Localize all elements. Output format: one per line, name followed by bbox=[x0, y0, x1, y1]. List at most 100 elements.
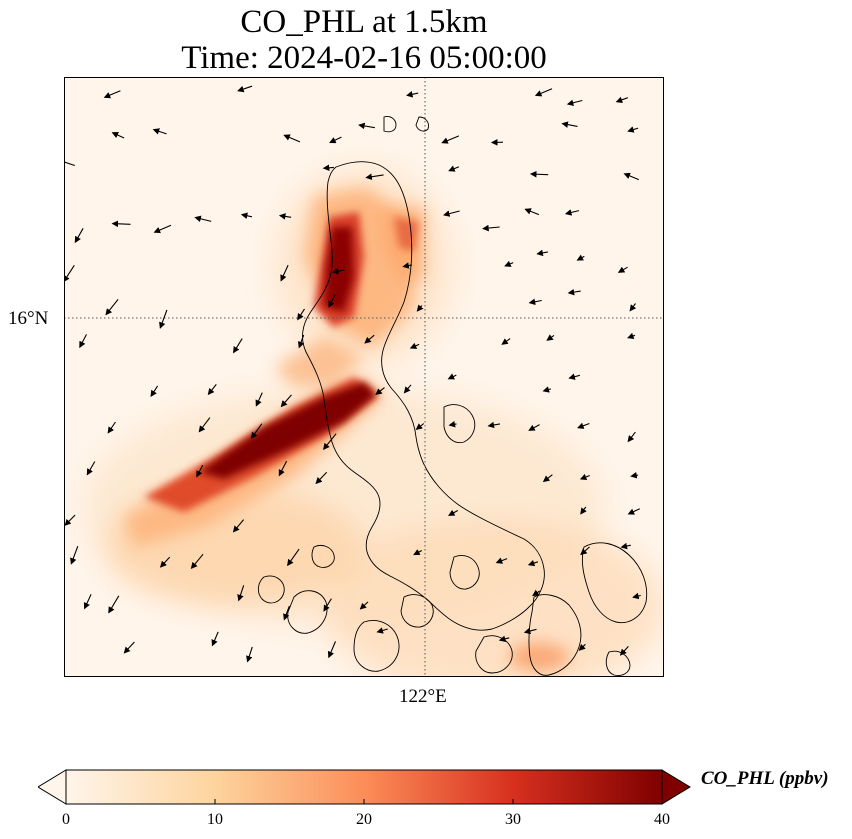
wind-arrow bbox=[413, 549, 423, 556]
wind-arrow bbox=[632, 592, 641, 600]
wind-arrow bbox=[448, 509, 459, 516]
wind-arrow bbox=[250, 423, 263, 439]
wind-arrow bbox=[415, 423, 425, 430]
wind-arrow bbox=[280, 394, 292, 408]
wind-arrow bbox=[358, 122, 375, 130]
wind-arrow bbox=[287, 548, 300, 567]
wind-arrow bbox=[152, 128, 167, 135]
wind-arrow bbox=[529, 170, 549, 178]
colorbar-extend-max bbox=[661, 769, 691, 805]
wind-arrow bbox=[153, 224, 172, 234]
wind-arrow bbox=[323, 433, 337, 450]
wind-arrow bbox=[329, 136, 342, 144]
wind-arrow bbox=[630, 472, 639, 479]
wind-arrow bbox=[409, 342, 420, 349]
wind-arrow bbox=[159, 309, 168, 329]
wind-arrow bbox=[536, 249, 549, 257]
wind-arrow bbox=[564, 209, 580, 216]
wind-arrow bbox=[211, 631, 219, 647]
colorbar-tick-label: 20 bbox=[356, 811, 372, 828]
wind-arrow bbox=[567, 288, 581, 296]
wind-arrow bbox=[233, 338, 243, 354]
map-title-line-1: CO_PHL at 1.5km bbox=[240, 4, 488, 40]
wind-arrow bbox=[278, 213, 292, 220]
wind-arrow bbox=[196, 464, 204, 478]
wind-arrow bbox=[240, 212, 253, 219]
wind-arrow bbox=[376, 627, 388, 634]
wind-arrow bbox=[331, 267, 345, 275]
colorbar-tick-label: 10 bbox=[207, 811, 223, 828]
wind-arrow bbox=[83, 594, 92, 610]
wind-arrow bbox=[546, 334, 555, 341]
wind-arrow bbox=[207, 384, 217, 396]
wind-arrow bbox=[232, 519, 245, 533]
wind-arrow bbox=[123, 641, 135, 654]
wind-arrow bbox=[443, 210, 460, 217]
wind-arrow bbox=[482, 224, 500, 232]
wind-arrow bbox=[111, 132, 125, 139]
wind-arrow bbox=[528, 298, 542, 306]
wind-arrow bbox=[255, 392, 263, 407]
wind-arrow bbox=[577, 422, 590, 429]
colorbar bbox=[38, 769, 691, 805]
wind-arrow bbox=[108, 595, 120, 614]
wind-arrow bbox=[495, 557, 508, 564]
wind-vectors bbox=[64, 85, 641, 663]
map-title-line-2: Time: 2024-02-16 05:00:00 bbox=[181, 40, 547, 76]
wind-arrow bbox=[328, 294, 336, 308]
wind-arrow bbox=[103, 90, 121, 99]
wind-arrow bbox=[198, 417, 211, 433]
wind-arrow bbox=[568, 373, 581, 380]
wind-arrow bbox=[627, 126, 639, 133]
wind-arrow bbox=[323, 598, 332, 612]
wind-arrow bbox=[561, 121, 578, 128]
wind-arrow bbox=[576, 254, 585, 261]
wind-arrow bbox=[190, 553, 204, 570]
wind-arrow bbox=[620, 542, 631, 550]
wind-arrow bbox=[283, 134, 301, 143]
wind-arrow bbox=[107, 421, 116, 434]
wind-arrow bbox=[448, 420, 457, 428]
wind-arrow bbox=[278, 460, 288, 477]
wind-arrow bbox=[623, 172, 640, 181]
wind-arrow bbox=[627, 332, 636, 340]
wind-arrow bbox=[297, 334, 305, 349]
wind-arrow bbox=[322, 164, 334, 172]
wind-arrow bbox=[523, 627, 537, 635]
wind-arrow bbox=[448, 165, 460, 172]
wind-arrow bbox=[532, 589, 541, 597]
wind-arrow bbox=[498, 635, 510, 643]
wind-arrow bbox=[627, 431, 636, 443]
wind-arrow bbox=[629, 303, 637, 312]
wind-arrow bbox=[501, 338, 511, 345]
wind-arrow bbox=[315, 471, 328, 485]
wind-arrow bbox=[580, 546, 590, 556]
wind-arrow bbox=[406, 91, 419, 98]
latitude-label: 16°N bbox=[8, 308, 49, 329]
wind-arrow bbox=[237, 585, 245, 602]
wind-arrow bbox=[403, 384, 412, 394]
wind-arrow bbox=[402, 262, 413, 269]
wind-arrow bbox=[194, 215, 212, 223]
wind-arrow bbox=[86, 461, 96, 476]
wind-arrow bbox=[111, 220, 131, 228]
colorbar-tick-label: 0 bbox=[62, 811, 70, 828]
wind-arrow bbox=[105, 298, 119, 316]
wind-arrow bbox=[542, 474, 553, 483]
colorbar-ticks bbox=[65, 799, 663, 804]
wind-arrow bbox=[627, 508, 641, 515]
wind-arrow bbox=[64, 158, 75, 167]
wind-arrow bbox=[441, 135, 460, 144]
wind-arrow bbox=[527, 559, 539, 567]
wind-arrow bbox=[617, 266, 628, 273]
wind-arrow bbox=[416, 304, 424, 312]
wind-arrow bbox=[528, 424, 540, 431]
wind-arrow bbox=[159, 556, 171, 568]
map-frame bbox=[64, 77, 664, 677]
wind-arrow bbox=[280, 264, 289, 282]
wind-arrow bbox=[615, 96, 628, 103]
wind-arrow bbox=[246, 646, 253, 663]
wind-arrow bbox=[524, 208, 540, 216]
wind-arrow bbox=[79, 334, 87, 349]
wind-arrow bbox=[359, 601, 369, 610]
